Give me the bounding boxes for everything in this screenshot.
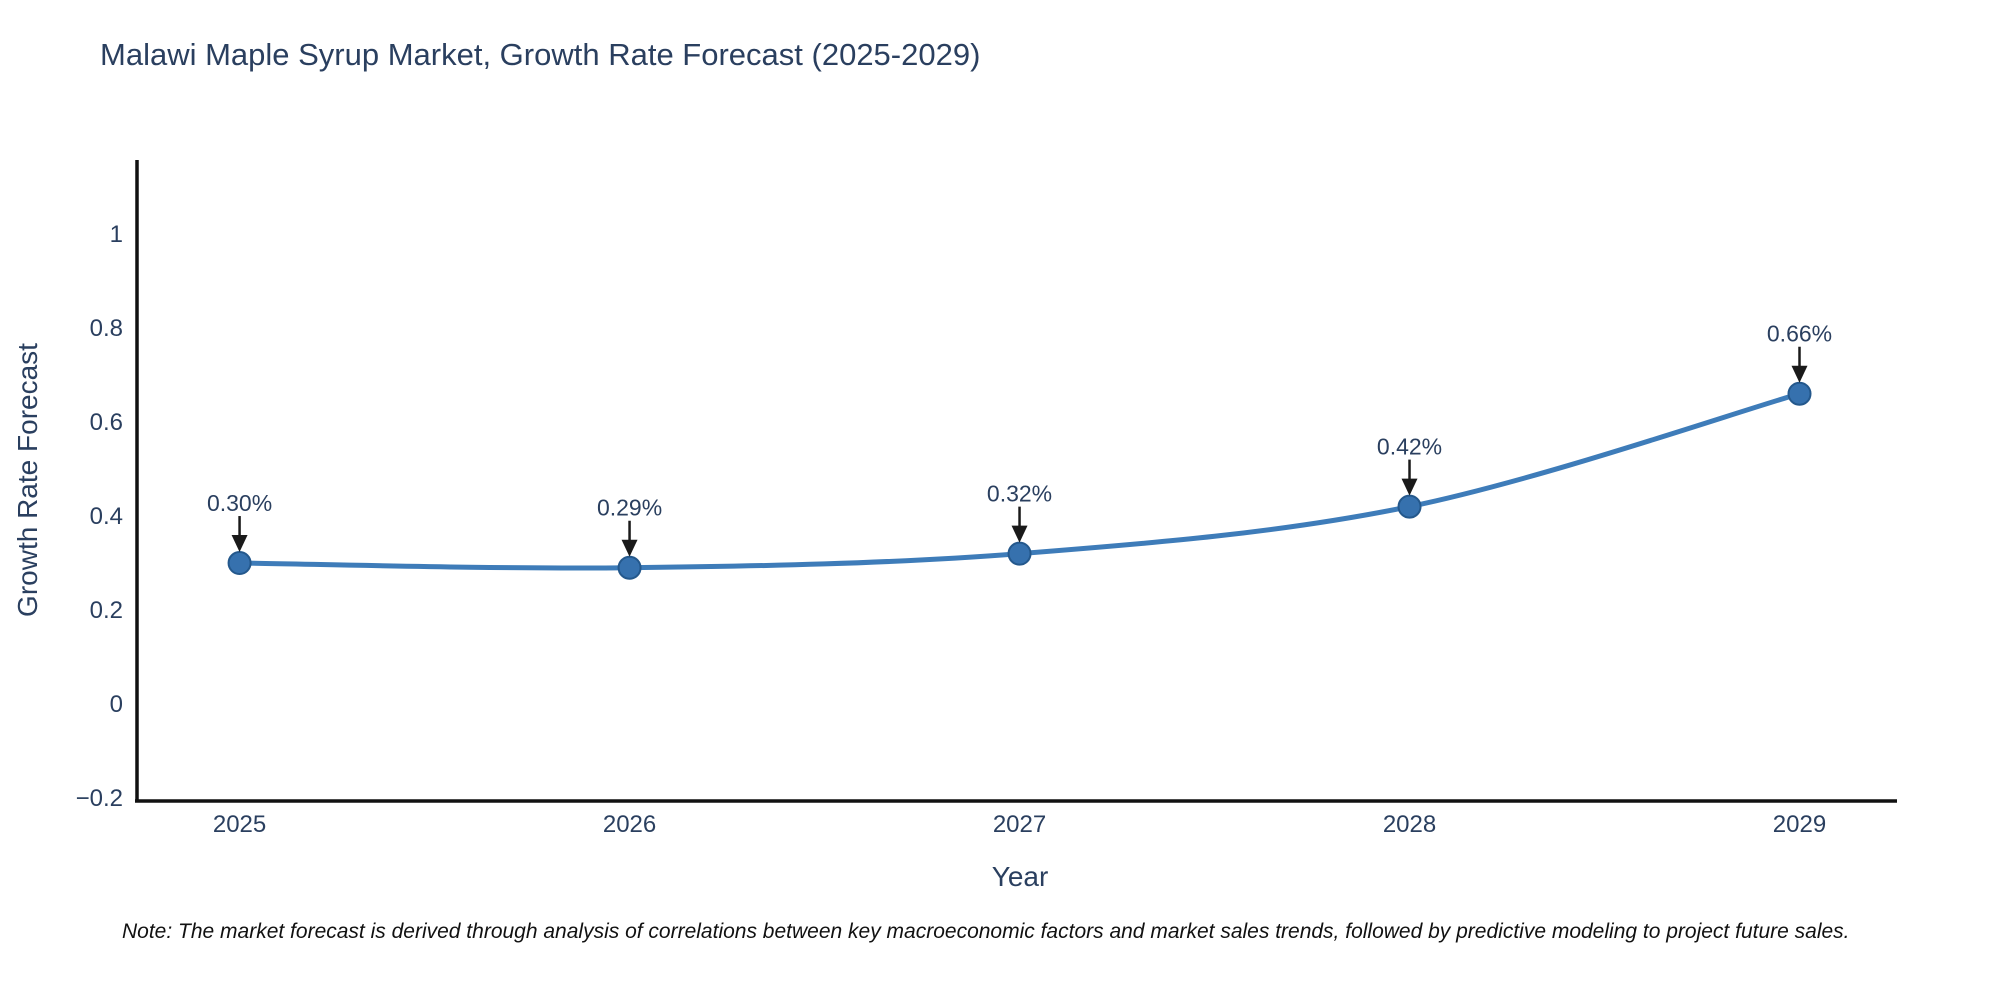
data-point-label: 0.42% [1377, 434, 1442, 460]
footnote: Note: The market forecast is derived thr… [122, 920, 1850, 943]
data-point-marker [617, 555, 642, 580]
data-point-marker [1787, 381, 1812, 406]
x-tick-label: 2029 [1773, 811, 1826, 838]
y-tick-label: 0.4 [90, 503, 123, 530]
y-tick-label: 0.6 [90, 409, 123, 436]
data-point-label: 0.66% [1767, 321, 1832, 347]
annotation-arrowhead [1011, 525, 1028, 543]
y-tick-label: 0.2 [90, 597, 123, 624]
annotation-arrowhead [1401, 478, 1418, 496]
data-point-marker [1397, 494, 1422, 519]
y-tick-label: 0 [110, 691, 123, 718]
data-point-label: 0.32% [987, 481, 1052, 507]
x-tick-label: 2028 [1383, 811, 1436, 838]
y-tick-label: −0.2 [76, 785, 123, 812]
data-point-marker [227, 551, 252, 576]
annotation-arrowhead [621, 539, 638, 557]
annotation-arrowhead [1791, 365, 1808, 383]
x-tick-label: 2027 [993, 811, 1046, 838]
x-tick-label: 2026 [603, 811, 656, 838]
x-axis-title: Year [991, 861, 1049, 892]
chart-title: Malawi Maple Syrup Market, Growth Rate F… [100, 37, 981, 72]
annotation-arrowhead [231, 535, 248, 553]
y-tick-label: 1 [110, 221, 123, 248]
y-tick-label: 0.8 [90, 315, 123, 342]
data-point-label: 0.29% [597, 495, 662, 521]
data-point-label: 0.30% [207, 490, 272, 516]
x-tick-label: 2025 [213, 811, 266, 838]
data-point-marker [1007, 541, 1032, 566]
